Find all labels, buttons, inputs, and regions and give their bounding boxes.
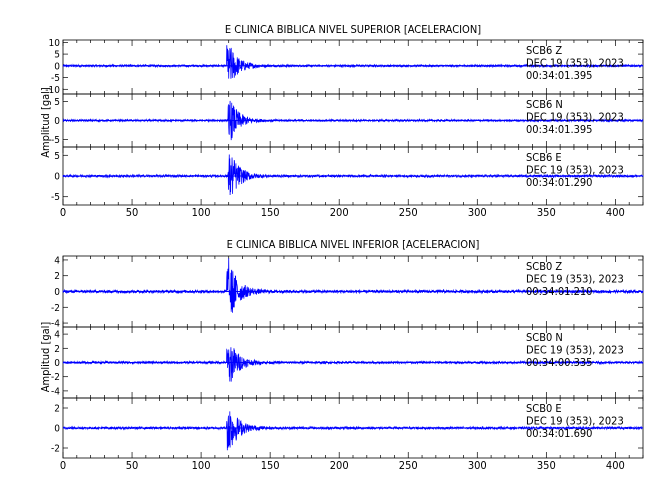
trace-panel-scb0-z: 4 2 0 -2 -4 SCB0 Z DEC 19 (353), 2023 00:34:01.… — [51, 255, 644, 330]
trace-label: SCB6 E DEC 19 (353), 2023 00:34:01.290 — [526, 151, 624, 189]
y-tick-label: -2 — [51, 303, 60, 314]
y-tick-label: -5 — [51, 192, 60, 203]
trace-label-line: SCB0 N — [526, 331, 563, 344]
y-tick-label: -10 — [45, 85, 60, 96]
trace-panel-scb0-e: 2 0 -2 SCB0 E DEC 19 (353), 2023 00:34:01.690 — [51, 397, 644, 459]
trace-label-line: DEC 19 (353), 2023 — [526, 415, 624, 428]
trace-label-line: 00:34:01.290 — [526, 176, 592, 189]
y-tick-label: 2 — [54, 271, 60, 282]
x-tick-label: 400 — [606, 459, 625, 472]
trace-label-line: SCB6 Z — [526, 44, 562, 57]
y-tick-label: 0 — [54, 116, 60, 127]
y-tick-label: -4 — [51, 319, 60, 330]
trace-line — [62, 154, 644, 195]
trace-panel-scb6-e: 5 0 -5 SCB6 E DEC 19 (353), 2023 00:34:01.290 — [51, 146, 644, 206]
chart-title: E CLINICA BIBLICA NIVEL INFERIOR [ACELER… — [227, 238, 480, 251]
trace-label-line: SCB6 N — [526, 98, 563, 111]
x-tick-label: 0 — [60, 459, 66, 472]
trace-label: SCB6 Z DEC 19 (353), 2023 00:34:01.395 — [526, 44, 624, 82]
y-tick-label: 4 — [54, 330, 60, 341]
trace-label: SCB6 N DEC 19 (353), 2023 00:34:01.395 — [526, 98, 624, 136]
trace-label: SCB0 E DEC 19 (353), 2023 00:34:01.690 — [526, 402, 624, 440]
y-tick-label: 0 — [54, 287, 60, 298]
seismogram-block-2: E CLINICA BIBLICA NIVEL INFERIOR [ACELER… — [39, 238, 644, 472]
trace-label-line: 00:34:01.210 — [526, 285, 592, 298]
y-tick-label: 5 — [54, 97, 60, 108]
trace-panel-scb0-n: 4 2 0 -2 -4 SCB0 N DEC 19 (353), 2023 00:34:00.… — [51, 326, 644, 399]
trace-label-line: 00:34:01.395 — [526, 69, 592, 82]
x-tick-label: 250 — [399, 206, 418, 219]
trace-label-line: DEC 19 (353), 2023 — [526, 57, 624, 70]
x-tick-label: 50 — [126, 459, 139, 472]
x-tick-label: 300 — [468, 206, 487, 219]
y-tick-label: 0 — [54, 172, 60, 183]
y-tick-label: 5 — [54, 151, 60, 162]
x-tick-label: 150 — [261, 459, 280, 472]
trace-label-line: DEC 19 (353), 2023 — [526, 344, 624, 357]
trace-label-line: 00:34:00.335 — [526, 356, 592, 369]
y-axis-label: Amplitud [gal] — [39, 87, 52, 158]
chart-title: E CLINICA BIBLICA NIVEL SUPERIOR [ACELER… — [225, 23, 481, 36]
y-tick-label: 10 — [49, 38, 61, 49]
y-tick-label: 0 — [54, 358, 60, 369]
trace-label-line: SCB0 E — [526, 402, 562, 415]
x-tick-label: 200 — [330, 459, 349, 472]
x-tick-label: 100 — [192, 459, 211, 472]
y-tick-label: 2 — [54, 404, 60, 415]
x-tick-label: 300 — [468, 459, 487, 472]
trace-label: SCB0 N DEC 19 (353), 2023 00:34:00.335 — [526, 331, 624, 369]
y-tick-label: -4 — [51, 386, 60, 397]
x-tick-label: 250 — [399, 459, 418, 472]
x-tick-label: 350 — [537, 206, 556, 219]
trace-label-line: DEC 19 (353), 2023 — [526, 273, 624, 286]
y-tick-label: -5 — [51, 73, 60, 84]
seismogram-block-1: E CLINICA BIBLICA NIVEL SUPERIOR [ACELER… — [39, 23, 644, 219]
y-tick-label: 5 — [54, 50, 60, 61]
y-tick-label: -2 — [51, 444, 60, 455]
trace-label: SCB0 Z DEC 19 (353), 2023 00:34:01.210 — [526, 260, 624, 298]
x-tick-label: 50 — [126, 206, 139, 219]
x-tick-label: 100 — [192, 206, 211, 219]
trace-label-line: DEC 19 (353), 2023 — [526, 164, 624, 177]
x-tick-label: 350 — [537, 459, 556, 472]
trace-label-line: 00:34:01.690 — [526, 427, 592, 440]
y-tick-label: -5 — [51, 135, 60, 146]
trace-label-line: DEC 19 (353), 2023 — [526, 111, 624, 124]
x-tick-label: 150 — [261, 206, 280, 219]
y-tick-label: 2 — [54, 344, 60, 355]
trace-label-line: SCB6 E — [526, 151, 562, 164]
x-tick-label: 200 — [330, 206, 349, 219]
x-tick-label: 0 — [60, 206, 66, 219]
y-tick-label: 4 — [54, 255, 60, 266]
y-tick-label: 0 — [54, 424, 60, 435]
y-tick-label: 0 — [54, 61, 60, 72]
y-axis-label: Amplitud [gal] — [39, 322, 52, 393]
y-tick-label: -2 — [51, 372, 60, 383]
trace-label-line: SCB0 Z — [526, 260, 562, 273]
trace-label-line: 00:34:01.395 — [526, 123, 592, 136]
x-tick-label: 400 — [606, 206, 625, 219]
trace-panel-scb6-n: 5 0 -5 SCB6 N DEC 19 (353), 2023 00:34:01.395 — [51, 93, 644, 148]
